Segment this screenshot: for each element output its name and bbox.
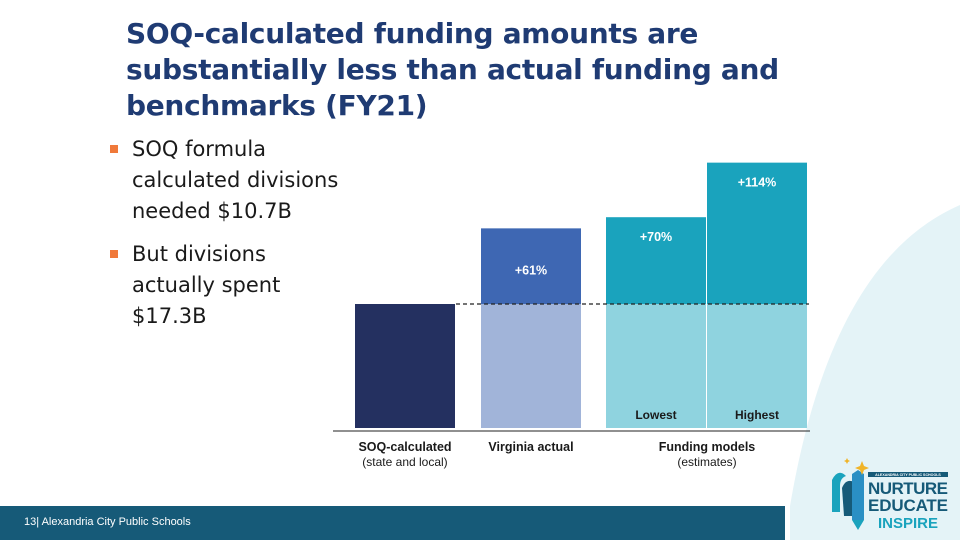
bullet-marker-icon	[110, 250, 118, 258]
footer-org: Alexandria City Public Schools	[41, 516, 191, 528]
increase-data-label: +70%	[640, 230, 672, 244]
bar-increase-2	[606, 217, 706, 304]
acps-logo: ALEXANDRIA CITY PUBLIC SCHOOLS NURTURE E…	[832, 458, 948, 532]
page-number: 13	[24, 516, 37, 528]
increase-data-label: +61%	[515, 263, 547, 277]
bullet-marker-icon	[110, 145, 118, 153]
logo-inspire: INSPIRE	[878, 515, 938, 532]
bar-base-1	[481, 304, 581, 428]
logo-nurture: NURTURE	[868, 479, 948, 498]
footer-text: 13| Alexandria City Public Schools	[24, 516, 191, 528]
bullet-list: SOQ formula calculated divisions needed …	[108, 134, 348, 344]
bar-inner-label: Highest	[735, 408, 779, 422]
group-sublabel: (state and local)	[362, 455, 447, 469]
group-sublabel: (estimates)	[677, 455, 736, 469]
bullet-text: SOQ formula calculated divisions needed …	[132, 137, 339, 223]
increase-data-label: +114%	[738, 176, 777, 190]
bar-base-3	[707, 304, 807, 428]
logo-small-text: ALEXANDRIA CITY PUBLIC SCHOOLS	[875, 473, 941, 477]
slide-title: SOQ-calculated funding amounts are subst…	[126, 17, 779, 122]
bar-base-0	[355, 304, 455, 428]
group-label: Virginia actual	[488, 440, 573, 454]
group-label: Funding models	[659, 440, 756, 454]
bar-inner-label: Lowest	[635, 408, 676, 422]
logo-educate: EDUCATE	[868, 496, 948, 515]
footer-separator: |	[36, 516, 40, 528]
bullet-item: SOQ formula calculated divisions needed …	[108, 134, 348, 227]
footer-bar	[0, 506, 785, 540]
bullet-item: But divisions actually spent $17.3B	[108, 239, 348, 332]
bar-base-2	[606, 304, 706, 428]
bullet-text: But divisions actually spent $17.3B	[132, 242, 281, 328]
bar-increase-1	[481, 228, 581, 304]
group-label: SOQ-calculated	[358, 440, 451, 454]
bar-increase-3	[707, 162, 807, 304]
